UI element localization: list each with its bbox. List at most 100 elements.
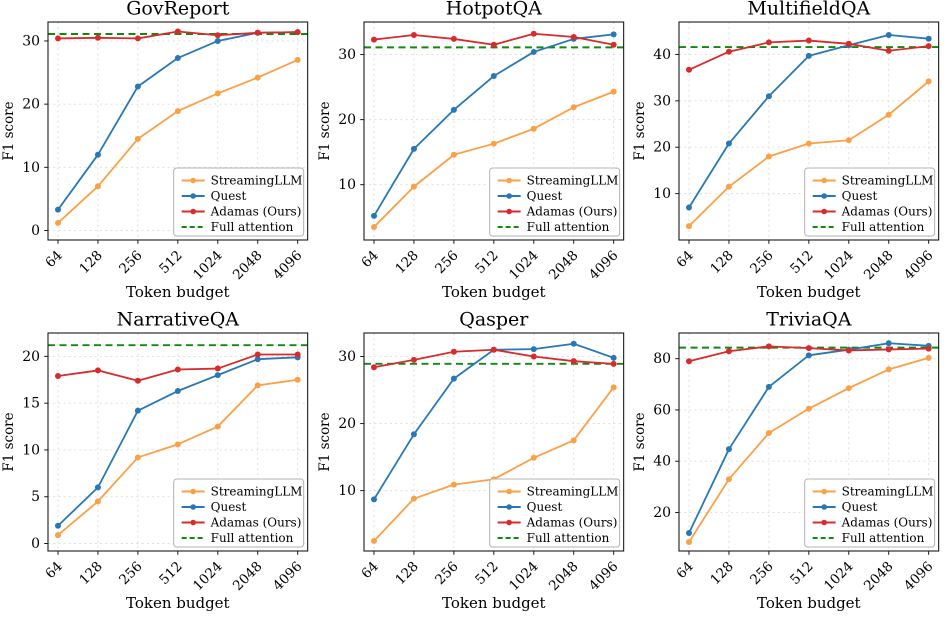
x-tick-label: 128 [708,248,738,278]
data-point [686,66,693,73]
x-tick-label: 128 [708,559,738,589]
legend-label: StreamingLLM [842,484,934,498]
data-point [370,212,377,219]
data-point [410,431,417,438]
legend-marker [190,208,196,215]
legend-marker [506,488,512,495]
y-tick-label: 20 [654,505,672,521]
x-tick-label: 4096 [901,248,937,284]
legend-marker [190,504,196,510]
series-adamas-ours [370,30,617,48]
legend-label: Adamas (Ours) [210,515,302,529]
data-point [94,484,101,491]
legend-marker [821,193,828,199]
x-tick-label: 64 [358,559,381,582]
series-streamingllm [686,354,932,546]
legend-marker [506,208,512,215]
data-point [450,35,457,42]
y-tick-labels: 10 20 30 [338,349,356,499]
data-point [726,476,733,483]
legend-label: Full attention [211,220,294,234]
y-tick-label: 40 [654,47,672,63]
x-tick-label: 512 [156,248,186,278]
data-point [134,454,141,461]
data-point [686,539,693,546]
data-point [530,353,537,360]
x-tick-label: 256 [116,248,146,278]
x-tick-labels: 64 128 256 512 1024 2048 4096 [42,248,305,284]
subplot-title: HotpotQA [445,0,541,20]
y-tick-label: 10 [22,442,40,458]
data-point [570,437,577,444]
data-point [294,56,301,63]
data-point [254,356,261,363]
legend-box [804,167,936,237]
data-point [410,32,417,39]
y-tick-label: 20 [338,112,356,128]
y-tick-label: 20 [654,140,672,156]
y-tick-labels: 0 10 20 30 [22,33,40,239]
data-point [886,31,893,38]
data-point [370,537,377,544]
x-tick-label: 128 [76,248,106,278]
data-point [610,88,617,95]
legend-marker [506,504,512,510]
axis-ticks [359,54,614,244]
data-point [886,366,893,373]
data-point [294,351,301,358]
data-point [294,29,301,36]
data-point [886,346,893,353]
data-point [54,532,61,539]
x-tick-label: 256 [748,248,778,278]
data-point [450,106,457,113]
data-point [214,37,221,44]
legend-label: Quest [211,189,247,203]
x-tick-label: 64 [42,248,65,271]
data-point [610,31,617,38]
y-tick-label: 30 [22,33,40,49]
data-point [570,340,577,347]
data-point [370,496,377,503]
legend-label: StreamingLLM [211,484,303,498]
x-tick-label: 1024 [821,248,857,284]
legend-box [488,167,620,237]
series-adamas-ours [54,28,301,42]
data-point [806,352,813,359]
x-tick-label: 64 [674,559,697,582]
data-point [686,204,693,211]
y-axis-label: F1 score [632,412,648,471]
x-tick-label: 2048 [230,559,266,595]
y-axis-label: F1 score [317,412,333,471]
x-tick-label: 1024 [506,559,542,595]
legend-box [173,167,305,237]
series-quest [54,354,301,529]
legend-label: Full attention [526,531,609,545]
x-tick-label: 4096 [586,248,622,284]
data-point [726,183,733,190]
legend-box [173,478,305,548]
x-axis-label: Token budget [126,283,230,301]
data-point [490,140,497,147]
subplot-title: NarrativeQA [117,311,240,331]
y-tick-labels: 10 20 30 [338,47,356,193]
series-streamingllm [686,78,932,230]
legend-marker [821,177,828,184]
chart-svg: 64 128 256 512 1024 2048 4096 20 40 60 80 TriviaQA T… [632,311,940,612]
chart-svg: 64 128 256 512 1024 2048 4096 0 5 10 15 20 Narrative… [1,311,309,612]
x-tick-label: 256 [748,559,778,589]
data-point [134,35,141,42]
legend-marker [190,177,196,184]
legend-marker [190,488,196,495]
y-tick-label: 10 [22,160,40,176]
y-tick-label: 20 [22,97,40,113]
data-point [410,183,417,190]
data-point [846,40,853,47]
data-point [726,48,733,55]
y-tick-labels: 20 40 60 80 [654,351,672,521]
y-tick-label: 10 [654,186,672,202]
series-quest [686,31,932,211]
data-point [54,219,61,226]
axis-ticks [44,355,299,555]
